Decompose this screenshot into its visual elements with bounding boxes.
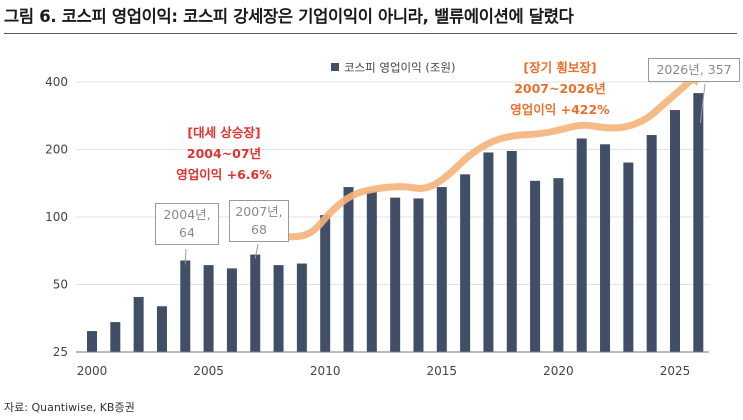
bar — [670, 110, 680, 352]
annotation-sideways-growth: 영업이익 +422% — [510, 102, 610, 117]
bar — [623, 162, 634, 352]
callout-2007-value: 68 — [251, 222, 267, 237]
bar — [273, 265, 284, 352]
bar — [646, 135, 657, 352]
y-tick-label: 100 — [45, 210, 68, 224]
bar — [693, 93, 704, 352]
page-title: 그림 6. 코스피 영업이익: 코스피 강세장은 기업이익이 아니라, 밸류에이… — [4, 7, 574, 26]
bar — [530, 180, 541, 352]
bar — [366, 191, 377, 352]
bars-layer — [87, 93, 704, 352]
bar — [296, 263, 307, 352]
x-tick-label: 2005 — [193, 364, 224, 378]
callout-2026-pointer — [699, 83, 706, 124]
legend: 코스피 영업이익 (조원) — [331, 61, 456, 75]
annotation-sideways-heading: [장기 횡보장] — [523, 60, 597, 75]
annotation-sideways-market: [장기 횡보장] 2007~2026년 영업이익 +422% — [500, 57, 620, 120]
callout-2004-value: 64 — [179, 225, 195, 240]
callout-2007: 2007년, 68 — [229, 200, 289, 242]
callout-2026: 2026년, 357 — [648, 58, 740, 82]
bar — [413, 198, 424, 352]
bar — [180, 260, 191, 352]
annotation-bull-market-period: 2004~07년 — [186, 146, 262, 161]
y-tick-label: 25 — [53, 345, 68, 359]
bar — [576, 138, 587, 352]
bar — [203, 265, 214, 352]
bar — [390, 197, 401, 352]
x-tick-label: 2015 — [427, 364, 458, 378]
annotation-sideways-period: 2007~2026년 — [514, 81, 606, 96]
legend-swatch — [331, 63, 339, 71]
annotation-bull-market: [대세 상승장] 2004~07년 영업이익 +6.6% — [168, 122, 280, 185]
bar — [110, 322, 121, 352]
x-tick-label: 2010 — [310, 364, 341, 378]
callout-2004: 2004년, 64 — [155, 203, 219, 245]
bar — [600, 144, 611, 352]
bar — [460, 174, 471, 352]
bar — [250, 254, 261, 352]
legend-label: 코스피 영업이익 (조원) — [344, 61, 456, 75]
bar — [133, 296, 144, 352]
x-tick-label: 2000 — [77, 364, 108, 378]
bar — [226, 268, 237, 352]
bar — [320, 215, 331, 352]
callout-2007-year: 2007년, — [235, 204, 283, 219]
annotation-bull-market-growth: 영업이익 +6.6% — [176, 167, 272, 182]
callout-2026-text: 2026년, 357 — [656, 62, 732, 77]
callout-2004-pointer — [184, 248, 187, 265]
x-tick-label: 2020 — [543, 364, 574, 378]
bar — [553, 178, 564, 352]
annotation-bull-market-heading: [대세 상승장] — [187, 125, 261, 140]
source-note: 자료: Quantiwise, KB증권 — [4, 401, 135, 414]
bar — [483, 152, 494, 352]
bar — [156, 306, 167, 352]
callout-2004-year: 2004년, — [163, 207, 211, 222]
trend-line — [264, 72, 700, 241]
y-tick-label: 50 — [53, 278, 68, 292]
bar — [436, 187, 447, 352]
bar — [506, 150, 517, 352]
title-divider — [4, 33, 737, 34]
bar — [87, 331, 97, 352]
callout-2007-pointer — [254, 243, 259, 259]
x-tick-label: 2025 — [660, 364, 691, 378]
axis-layer: 25 50 100 200 400 2000 2005 2010 2015 2020 2025 — [45, 75, 709, 378]
y-tick-label: 200 — [45, 143, 68, 157]
y-tick-label: 400 — [45, 75, 68, 89]
bar — [343, 187, 354, 352]
